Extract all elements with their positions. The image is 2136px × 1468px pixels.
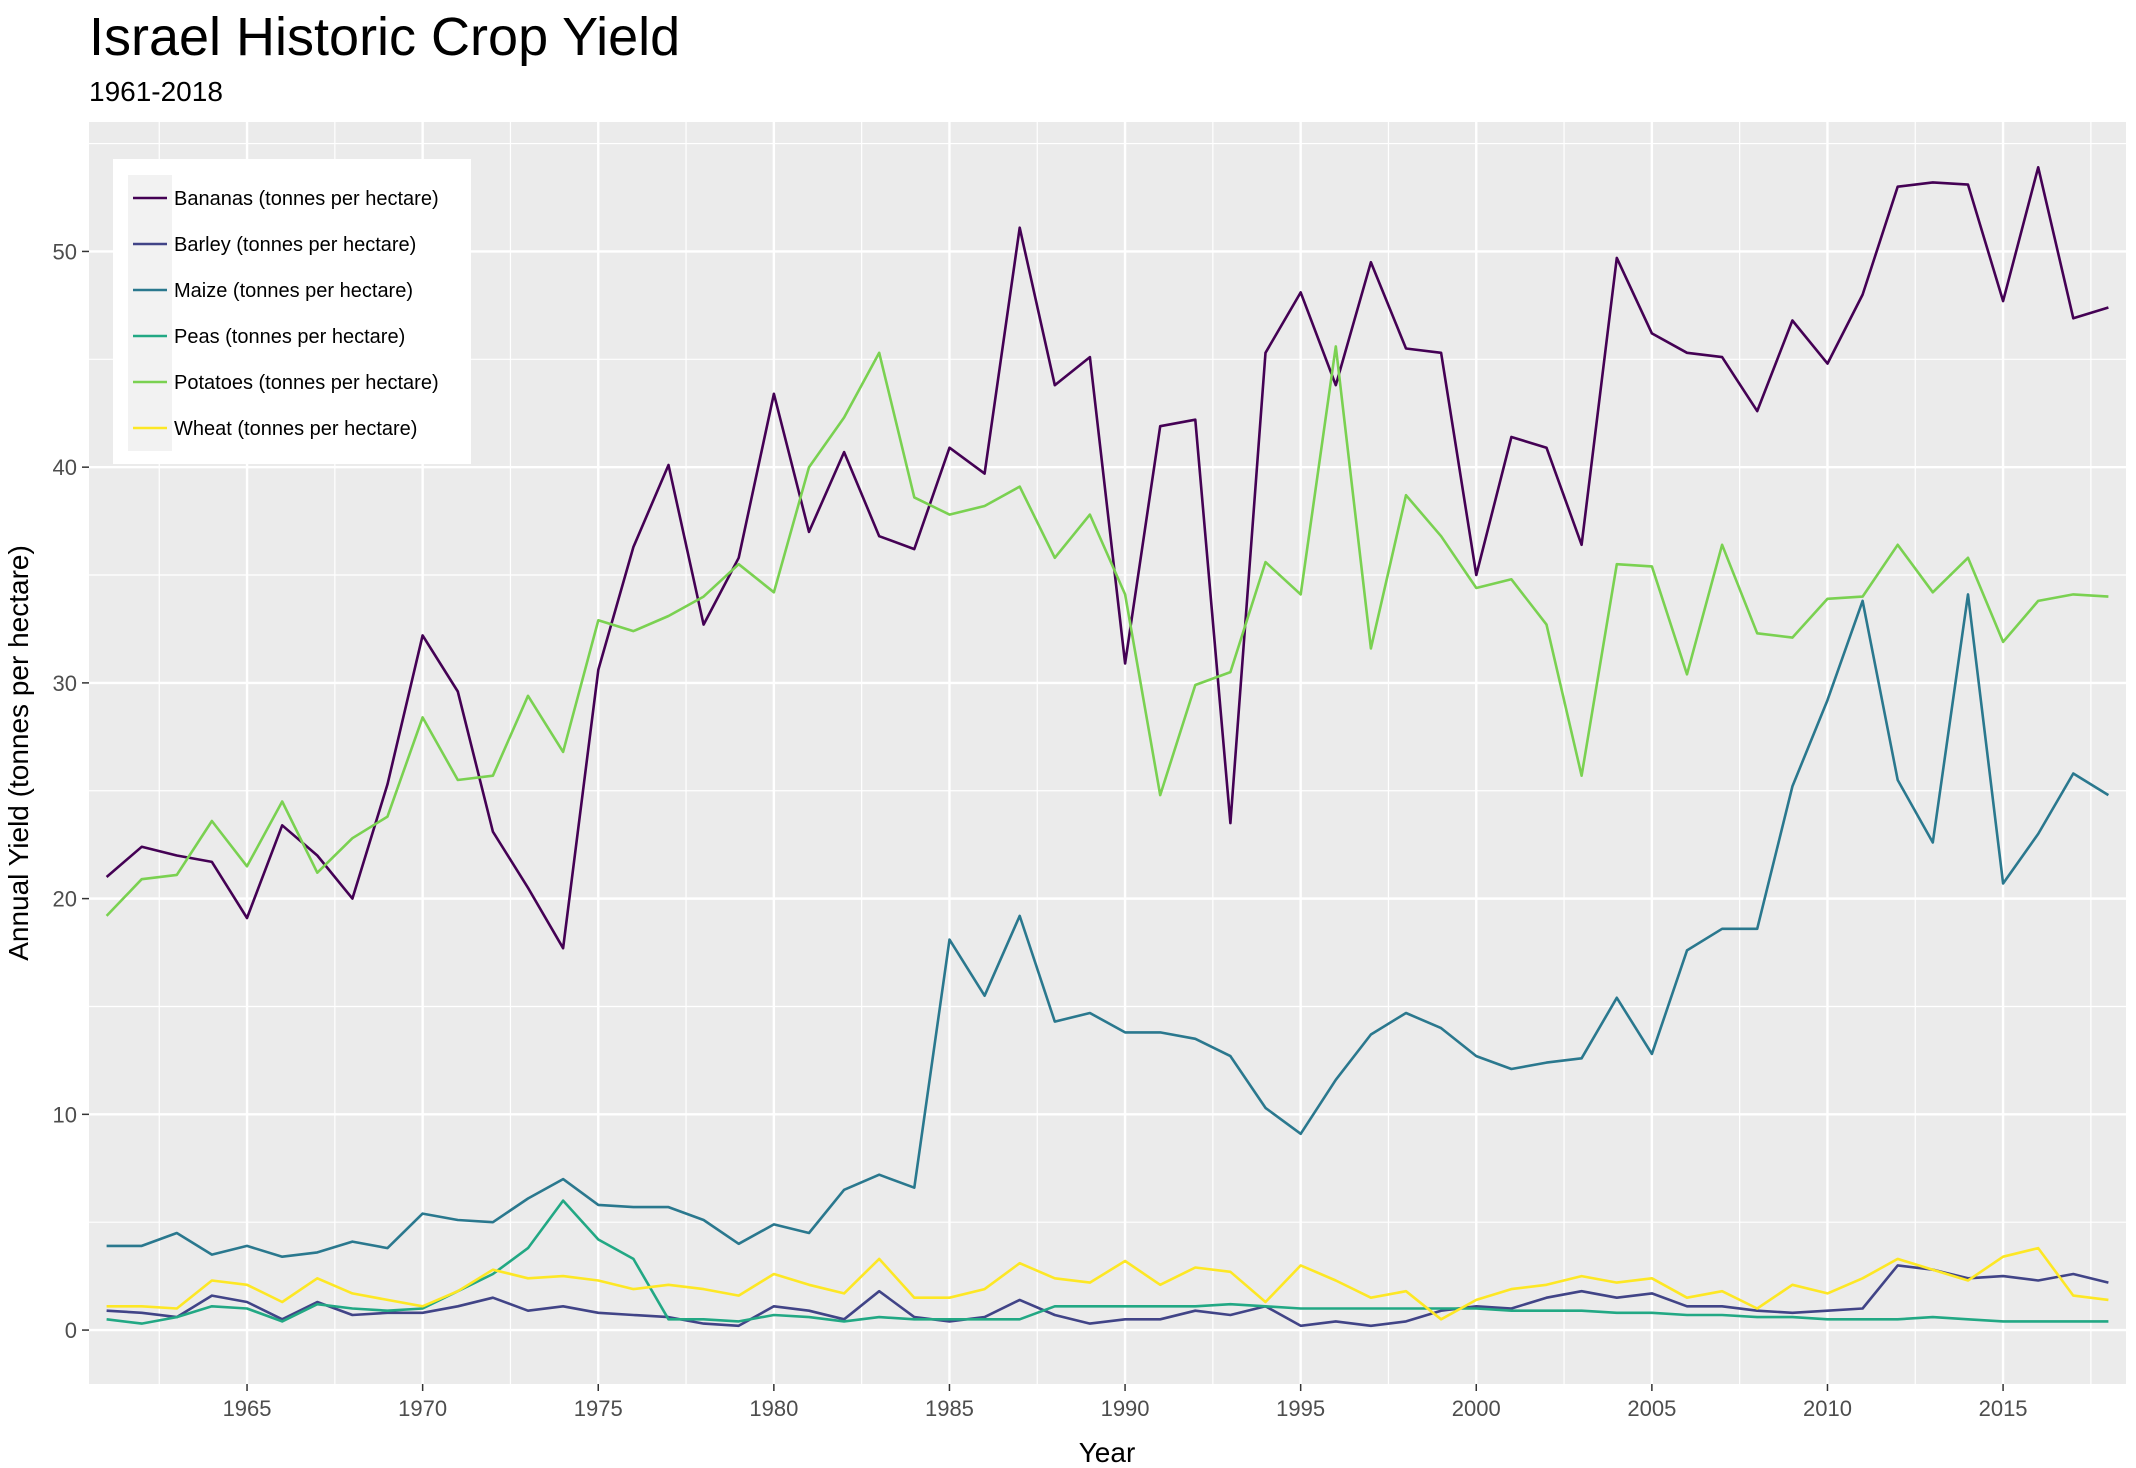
legend: Bananas (tonnes per hectare) Barley (tonn… [113,159,471,464]
x-tick-label: 1965 [223,1396,272,1421]
x-tick-label: 2015 [1979,1396,2028,1421]
chart-title: Israel Historic Crop Yield [89,7,681,67]
y-axis: 0 10 20 30 40 50 [53,239,89,1343]
x-axis: 1965 1970 1975 1980 1985 1990 1995 2000 2005 2010… [223,1384,2028,1421]
x-tick-label: 2000 [1452,1396,1501,1421]
legend-label-barley: Barley (tonnes per hectare) [174,234,416,256]
x-tick-label: 1995 [1276,1396,1325,1421]
series-line-bananas [105,166,2109,950]
legend-label-peas: Peas (tonnes per hectare) [174,326,405,348]
x-tick-label: 2005 [1627,1396,1676,1421]
legend-label-wheat: Wheat (tonnes per hectare) [174,418,417,440]
y-tick-label: 40 [53,455,77,480]
x-axis-title: Year [1079,1437,1136,1468]
series-line-wheat [106,1246,2109,1321]
x-tick-label: 1975 [574,1396,623,1421]
major-gridlines [89,122,2126,1384]
y-tick-label: 10 [53,1102,77,1127]
y-tick-label: 50 [53,239,77,264]
x-tick-label: 1980 [749,1396,798,1421]
series-lines [105,166,2110,1328]
y-axis-title: Annual Yield (tonnes per hectare) [3,545,34,961]
x-tick-label: 2010 [1803,1396,1852,1421]
y-tick-label: 30 [53,671,77,696]
y-tick-label: 20 [53,887,77,912]
legend-label-potatoes: Potatoes (tonnes per hectare) [174,372,439,394]
chart-subtitle: 1961-2018 [89,76,223,107]
legend-label-bananas: Bananas (tonnes per hectare) [174,188,439,210]
minor-gridlines [89,122,2126,1384]
legend-label-maize: Maize (tonnes per hectare) [174,280,413,302]
y-tick-label: 0 [65,1318,77,1343]
x-tick-label: 1985 [925,1396,974,1421]
legend-box [113,159,471,464]
x-tick-label: 1990 [1101,1396,1150,1421]
series-line-maize [106,593,2110,1258]
series-line-barley [106,1264,2109,1328]
series-line-potatoes [105,345,2109,917]
x-tick-label: 1970 [398,1396,447,1421]
